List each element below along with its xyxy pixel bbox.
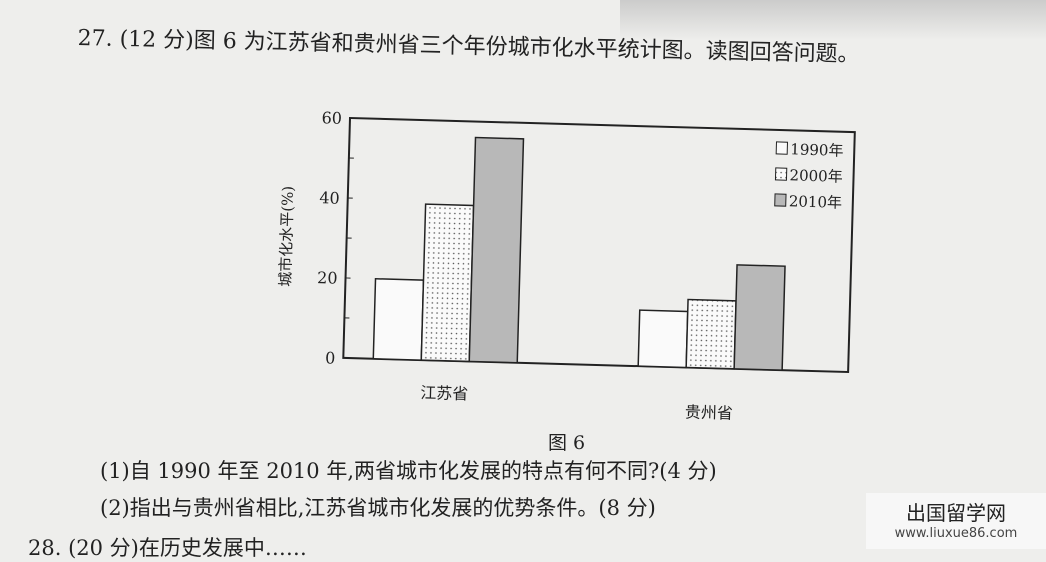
y-tick-label: 20: [317, 268, 338, 288]
bar-2000年: [421, 204, 473, 361]
y-axis-label: 城市化水平(%): [276, 186, 297, 287]
sub-question-1: (1)自 1990 年至 2010 年,两省城市化发展的特点有何不同?(4 分): [100, 455, 717, 485]
bar-2010年: [469, 138, 523, 363]
legend-label: 2010年: [789, 192, 843, 211]
y-tick-label: 60: [321, 108, 342, 128]
category-label: 贵州省: [685, 402, 734, 422]
legend-swatch: [775, 168, 786, 180]
site-watermark: 出国留学网 www.liuxue86.com: [866, 493, 1046, 549]
watermark-url: www.liuxue86.com: [866, 526, 1046, 541]
bar-2000年: [686, 300, 736, 369]
sub-question-2: (2)指出与贵州省相比,江苏省城市化发展的优势条件。(8 分): [100, 492, 656, 522]
legend-label: 2000年: [789, 166, 843, 185]
category-label: 江苏省: [420, 383, 469, 403]
next-question: 28. (20 分)在历史发展中……: [28, 532, 307, 562]
y-tick-label: 40: [319, 188, 340, 208]
bar-1990年: [638, 310, 688, 367]
figure-caption: 图 6: [548, 428, 585, 455]
y-tick-label: 0: [325, 348, 336, 367]
bar-2010年: [734, 265, 785, 370]
bar-1990年: [373, 279, 423, 360]
watermark-name: 出国留学网: [866, 497, 1046, 526]
legend-swatch: [776, 142, 787, 154]
legend-label: 1990年: [790, 140, 844, 159]
legend-swatch: [775, 194, 786, 206]
